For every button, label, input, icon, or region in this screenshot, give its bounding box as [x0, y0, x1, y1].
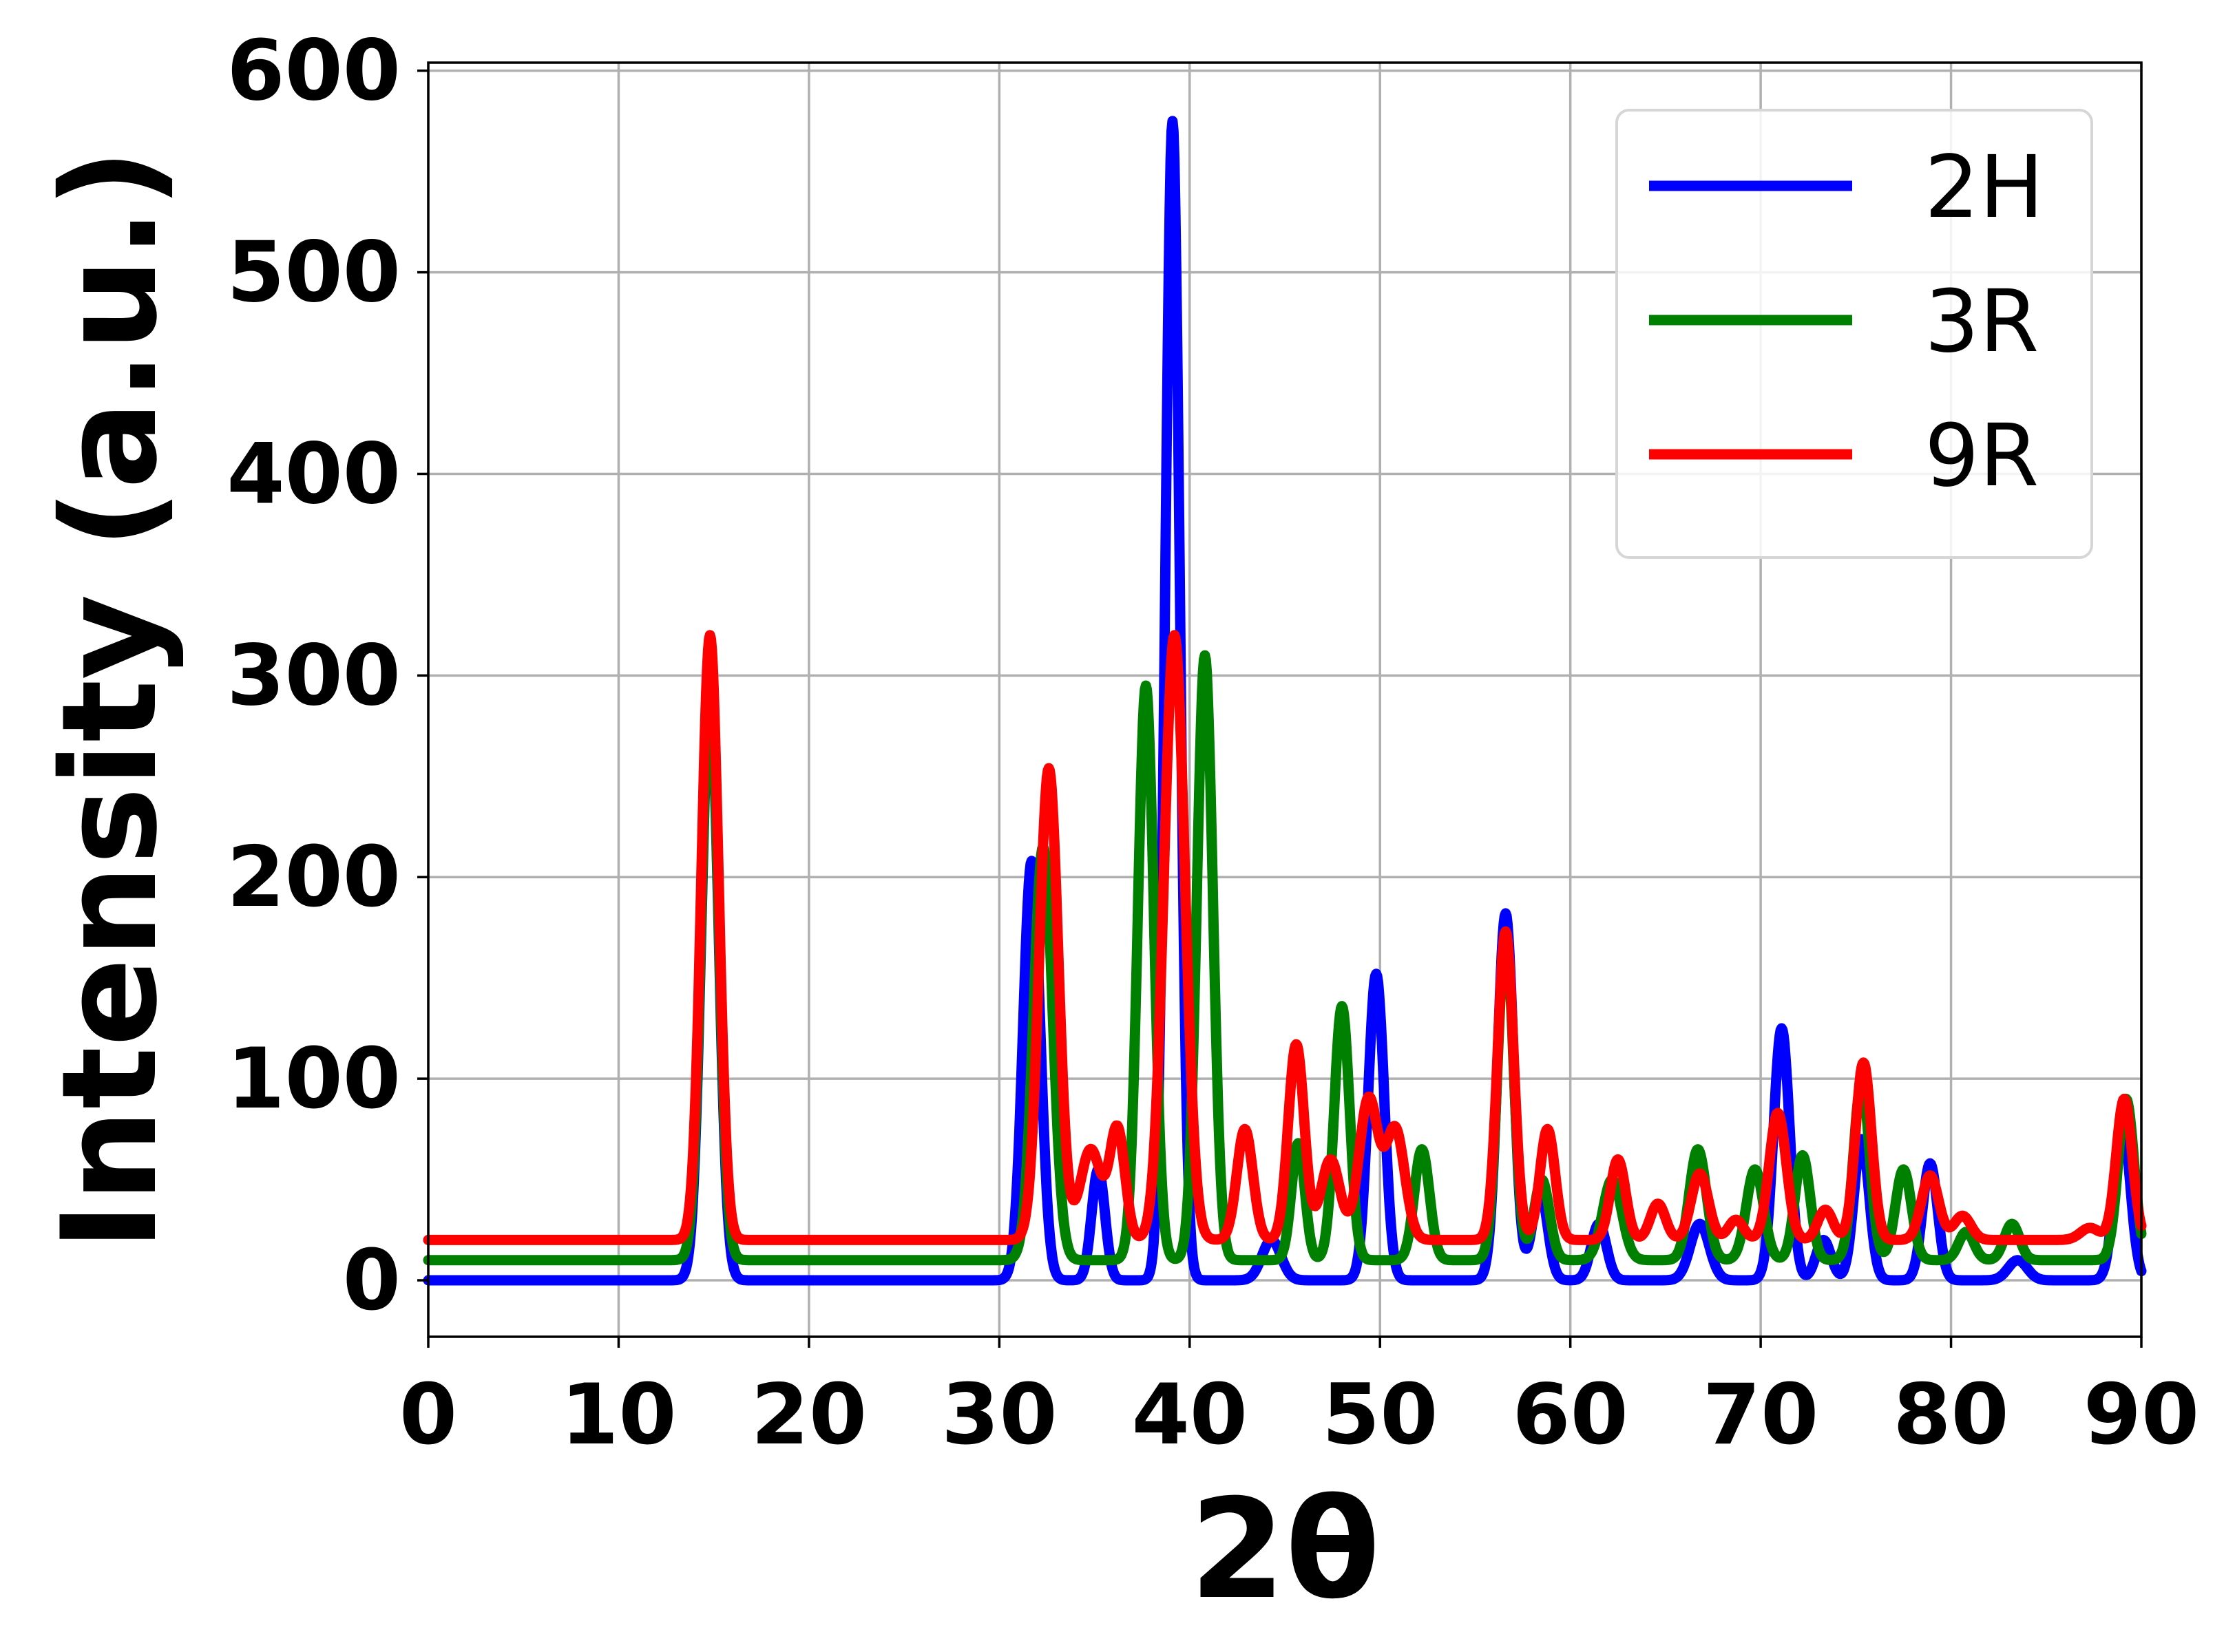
x-axis-title: 2θ: [1190, 1470, 1381, 1630]
y-tick-label: 0: [343, 1232, 401, 1329]
x-tick-label: 50: [1322, 1366, 1438, 1463]
legend-label-9r: 9R: [1924, 406, 2039, 506]
y-tick-label: 400: [227, 425, 401, 522]
y-tick-label: 600: [227, 23, 401, 120]
x-tick-label: 90: [2084, 1366, 2199, 1463]
x-tick-label: 40: [1132, 1366, 1248, 1463]
plot-frame: [427, 61, 2143, 1338]
y-tick-label: 100: [227, 1030, 401, 1127]
legend: 2H 3R 9R: [1615, 109, 2093, 559]
series-line-9r: [423, 630, 2147, 1245]
y-tick-label: 200: [227, 829, 401, 926]
plot-series: [423, 116, 2147, 1286]
x-tick-label: 70: [1703, 1366, 1818, 1463]
x-tick-label: 10: [560, 1366, 676, 1463]
x-tick-label: 20: [751, 1366, 867, 1463]
legend-box: [1615, 109, 2093, 559]
axis-ticks: 0 10 20 30 40 50 60 70 80 90 0 100 200 300 400 500 600: [227, 23, 2199, 1463]
x-tick-label: 0: [399, 1366, 457, 1463]
y-tick-label: 300: [227, 627, 401, 724]
x-tick-label: 60: [1512, 1366, 1628, 1463]
legend-label-3r: 3R: [1924, 272, 2039, 372]
grid: [427, 63, 2143, 1337]
legend-label-2h: 2H: [1924, 138, 2044, 237]
x-tick-label: 30: [941, 1366, 1057, 1463]
x-tick-label: 80: [1893, 1366, 2008, 1463]
y-axis-title: Intensity (a.u.): [34, 149, 186, 1251]
y-tick-label: 500: [227, 224, 401, 321]
